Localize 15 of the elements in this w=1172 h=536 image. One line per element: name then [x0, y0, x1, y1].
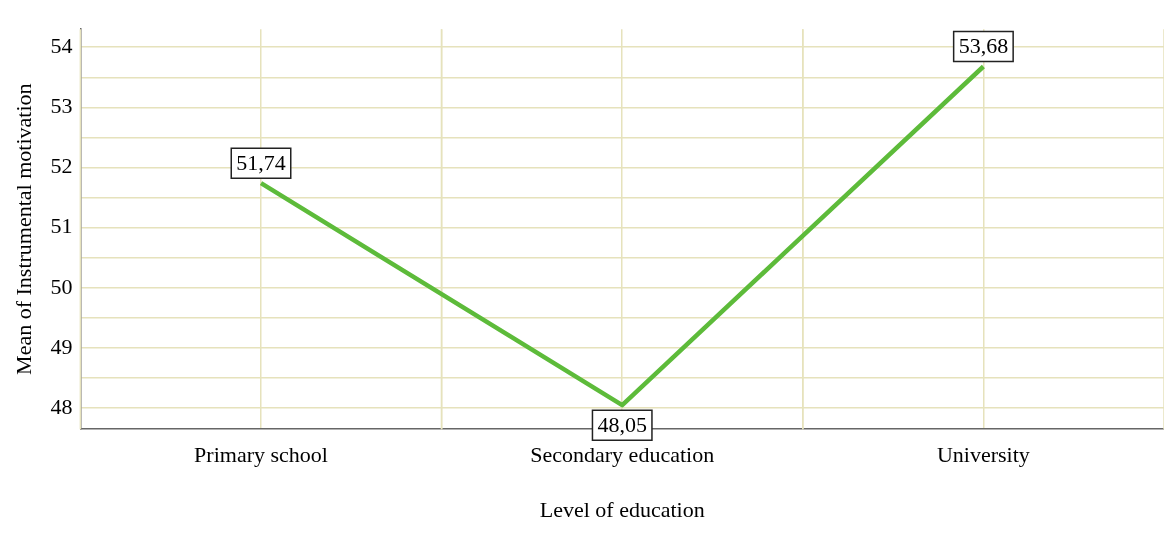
- y-tick-label: 52: [50, 153, 73, 179]
- x-tick-label: Primary school: [194, 442, 328, 468]
- x-tick-label: University: [936, 442, 1030, 468]
- y-tick-label: 51: [50, 213, 73, 239]
- y-tick-label: 49: [50, 333, 73, 359]
- y-tick-label: 50: [50, 273, 73, 299]
- x-tick-label: Secondary education: [530, 442, 715, 468]
- x-axis-title: Level of education: [539, 496, 705, 522]
- data-label: 48,05: [597, 411, 647, 437]
- y-tick-label: 53: [50, 93, 73, 119]
- data-label: 51,74: [236, 149, 286, 175]
- y-tick-label: 54: [50, 33, 73, 59]
- data-label: 53,68: [958, 33, 1009, 59]
- y-axis-title: Mean of Instrumental motivation: [10, 83, 36, 375]
- y-tick-label: 48: [50, 393, 73, 419]
